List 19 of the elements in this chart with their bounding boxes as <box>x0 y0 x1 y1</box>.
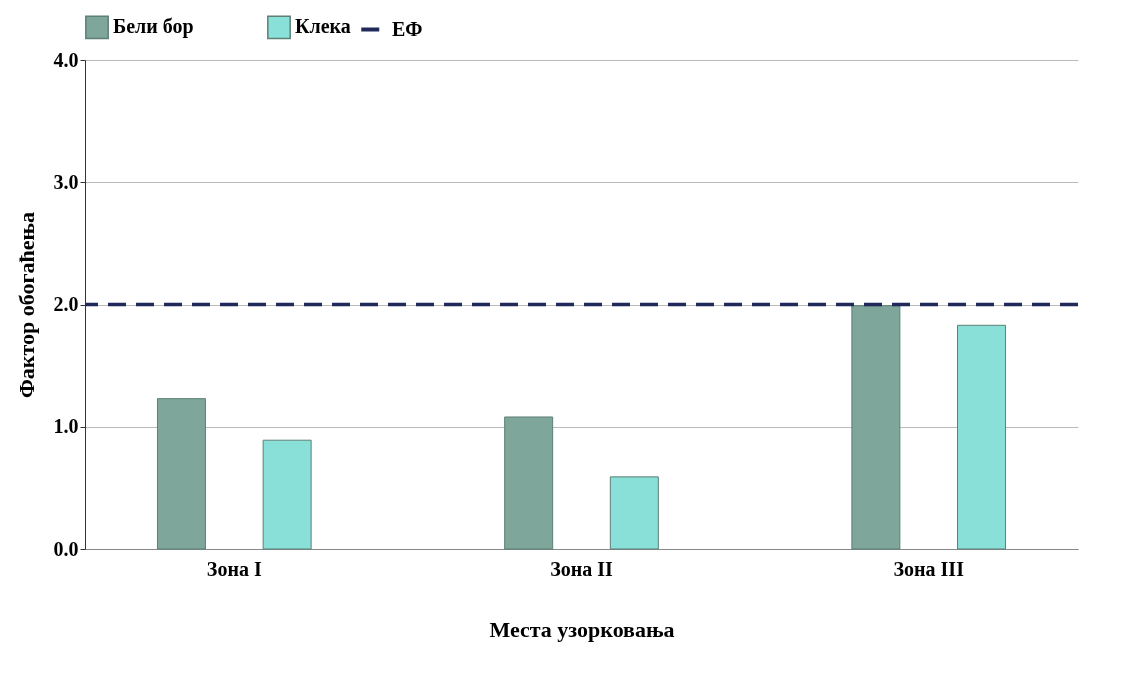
legend-label: Бели бор <box>113 15 194 39</box>
bar <box>504 416 554 550</box>
legend-label: ЕФ <box>392 17 423 40</box>
y-tick-label: 2.0 <box>53 293 79 315</box>
legend-label: Клека <box>295 15 351 38</box>
y-tick-label: 1.0 <box>53 415 79 438</box>
bar <box>609 476 659 550</box>
bar <box>156 398 206 550</box>
bar <box>262 439 312 550</box>
y-tick-label: 0.0 <box>53 537 79 560</box>
x-axis-title: Места узорковања <box>489 616 675 642</box>
y-axis-title: Фактор обогаћења <box>13 211 39 399</box>
y-tick-label: 4.0 <box>53 48 79 71</box>
x-tick-label: Зона II <box>550 557 614 580</box>
x-tick-label: Зона III <box>893 557 965 580</box>
x-tick-label: Зона I <box>206 557 262 580</box>
y-tick-label: 3.0 <box>53 170 79 193</box>
bar <box>957 324 1007 550</box>
bar <box>851 305 901 550</box>
